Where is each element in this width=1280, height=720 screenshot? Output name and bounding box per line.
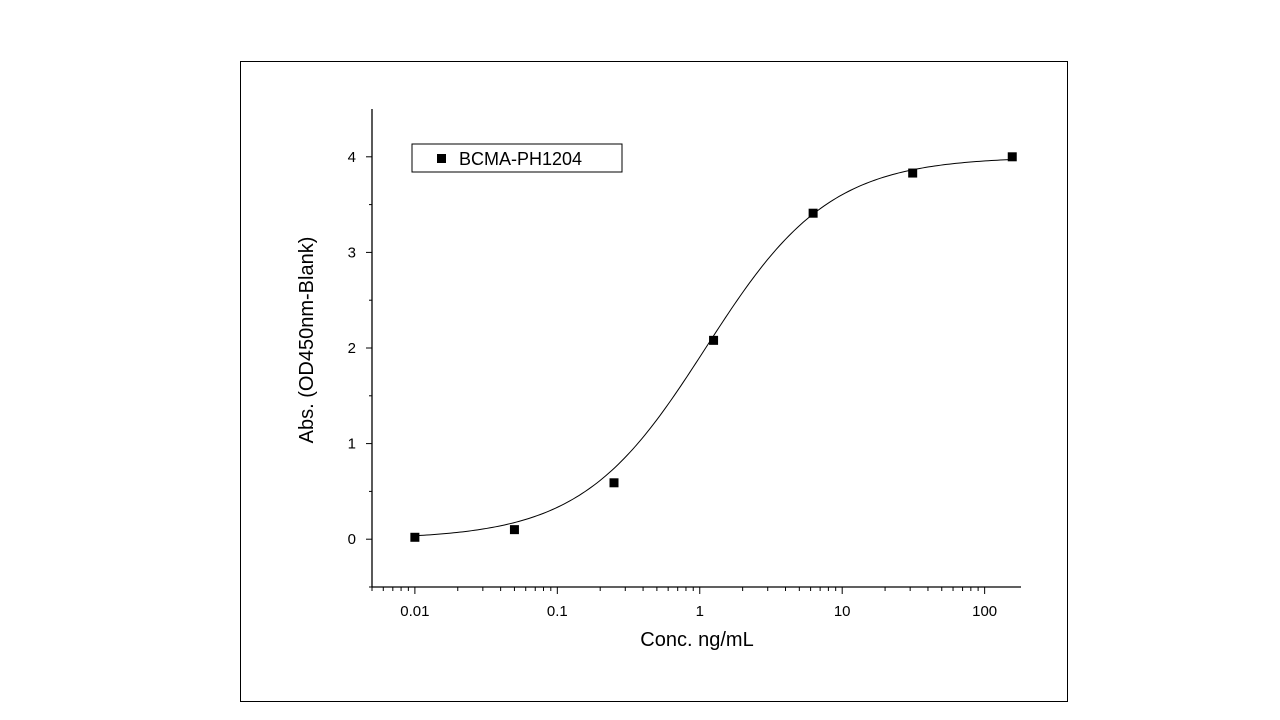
data-point [709, 335, 719, 345]
x-tick-label: 0.1 [547, 603, 568, 620]
y-ticks: 0 1 2 3 4 [348, 149, 372, 588]
data-point [410, 532, 420, 542]
chart-frame [240, 61, 1068, 702]
legend-label: BCMA-PH1204 [459, 149, 582, 169]
x-ticks: 0.01 0.1 1 10 100 [371, 587, 997, 620]
y-tick-label: 1 [348, 436, 356, 453]
data-point [808, 208, 818, 218]
x-axis-label: Conc. ng/mL [640, 629, 753, 651]
x-tick-label: 0.01 [400, 603, 429, 620]
y-tick-label: 0 [348, 531, 356, 548]
data-point [609, 478, 619, 488]
y-axis-label: Abs. (OD450nm-Blank) [296, 237, 318, 444]
data-point [908, 168, 918, 178]
data-points [410, 152, 1017, 542]
legend: BCMA-PH1204 [411, 143, 623, 173]
x-tick-label: 1 [696, 603, 704, 620]
data-point [509, 525, 519, 535]
x-tick-label: 10 [834, 603, 851, 620]
y-tick-label: 4 [348, 149, 356, 166]
y-tick-label: 2 [348, 340, 356, 357]
axes [371, 109, 1021, 588]
y-tick-label: 3 [348, 244, 356, 261]
fit-curve [414, 158, 1013, 537]
data-point [1007, 152, 1017, 162]
x-tick-label: 100 [972, 603, 997, 620]
legend-box [411, 143, 623, 173]
legend-marker [437, 154, 446, 163]
